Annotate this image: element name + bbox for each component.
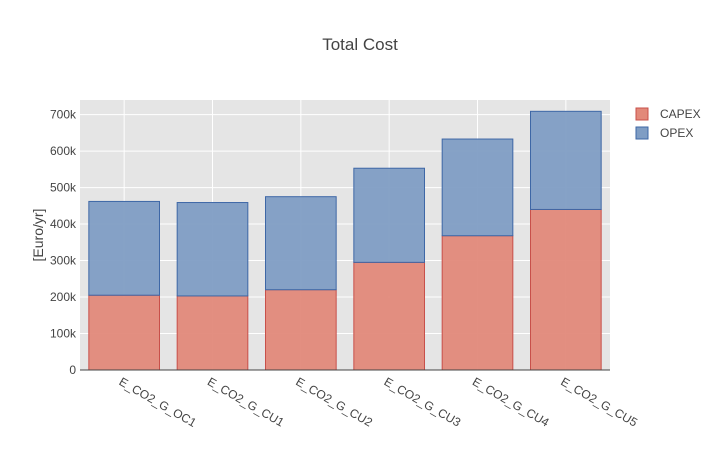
bar-capex-e_co2_g_cu2[interactable] bbox=[265, 289, 337, 371]
y-tick-label: 300k bbox=[50, 254, 77, 268]
x-tick-labels: E_CO2_G_OC1 E_CO2_G_CU1 E_CO2_G_CU2 E_CO2_G… bbox=[117, 374, 640, 430]
bar-opex-e_co2_g_oc1[interactable] bbox=[88, 200, 160, 296]
y-tick-label: 600k bbox=[50, 144, 77, 158]
legend-label: CAPEX bbox=[660, 107, 701, 121]
y-tick-label: 0 bbox=[69, 363, 76, 377]
y-axis-title: [Euro/yr] bbox=[30, 209, 46, 262]
plot-area bbox=[80, 100, 610, 370]
y-tick-label: 200k bbox=[50, 290, 77, 304]
bar-opex-e_co2_g_cu2[interactable] bbox=[265, 196, 337, 291]
legend[interactable]: CAPEX OPEX bbox=[635, 107, 701, 140]
x-tick-label: E_CO2_G_CU3 bbox=[382, 374, 464, 429]
x-tick-label: E_CO2_G_OC1 bbox=[117, 374, 199, 430]
chart-title: Total Cost bbox=[322, 35, 398, 54]
bar-capex-e_co2_g_cu3[interactable] bbox=[353, 261, 426, 371]
bar-capex-e_co2_g_cu4[interactable] bbox=[441, 235, 514, 371]
x-tick-label: E_CO2_G_CU2 bbox=[293, 374, 375, 429]
legend-item-capex[interactable]: CAPEX bbox=[635, 107, 701, 121]
bar-opex-e_co2_g_cu3[interactable] bbox=[353, 167, 426, 263]
bar-opex-e_co2_g_cu5[interactable] bbox=[530, 110, 602, 210]
bars bbox=[88, 110, 602, 371]
x-tick-label: E_CO2_G_CU5 bbox=[558, 374, 640, 429]
bar-opex-e_co2_g_cu1[interactable] bbox=[176, 202, 249, 297]
legend-item-opex[interactable]: OPEX bbox=[635, 126, 693, 140]
y-tick-label: 100k bbox=[50, 327, 77, 341]
bar-capex-e_co2_g_oc1[interactable] bbox=[88, 294, 160, 371]
bar-opex-e_co2_g_cu4[interactable] bbox=[441, 138, 514, 237]
bar-capex-e_co2_g_cu5[interactable] bbox=[530, 208, 602, 371]
legend-label: OPEX bbox=[660, 126, 693, 140]
y-tick-label: 700k bbox=[50, 108, 77, 122]
y-tick-label: 400k bbox=[50, 217, 77, 231]
bar-capex-e_co2_g_cu1[interactable] bbox=[176, 295, 249, 371]
y-tick-labels: 0 100k 200k 300k 400k 500k 600k 700k bbox=[50, 108, 77, 377]
legend-swatch bbox=[635, 107, 649, 121]
y-tick-label: 500k bbox=[50, 181, 77, 195]
x-tick-label: E_CO2_G_CU4 bbox=[470, 374, 552, 429]
legend-swatch bbox=[635, 126, 649, 140]
x-tick-label: E_CO2_G_CU1 bbox=[205, 374, 287, 429]
